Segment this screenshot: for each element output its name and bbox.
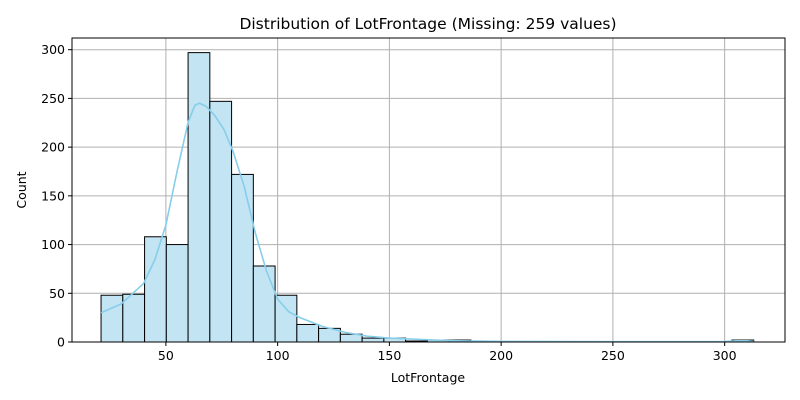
y-tick-label: 200 <box>41 140 65 155</box>
histogram-bar <box>274 294 298 343</box>
y-tick-label: 150 <box>41 188 65 203</box>
y-tick-label: 50 <box>49 286 65 301</box>
histogram-bars <box>100 52 755 343</box>
x-tick-label: 250 <box>601 348 625 363</box>
x-axis-label: LotFrontage <box>391 370 466 385</box>
kde-line <box>100 102 754 343</box>
histogram-bar <box>165 244 189 343</box>
histogram-bar <box>122 293 146 343</box>
y-tick-label: 250 <box>41 91 65 106</box>
x-tick-label: 200 <box>489 348 513 363</box>
x-tick-label: 100 <box>266 348 290 363</box>
histogram-bar <box>296 323 320 343</box>
histogram-bar <box>144 236 167 343</box>
histogram-bar <box>209 100 233 343</box>
x-axis-ticks: 50 100 150 200 250 300 <box>158 342 737 363</box>
y-axis-label: Count <box>14 171 29 208</box>
axes-frame <box>71 37 786 343</box>
chart-title: Distribution of LotFrontage (Missing: 25… <box>239 15 616 33</box>
histogram-bar <box>361 337 385 343</box>
kde-curve <box>100 102 754 343</box>
histogram-bar <box>252 265 276 343</box>
y-tick-label: 0 <box>57 335 65 350</box>
histogram-bar <box>100 294 124 343</box>
x-tick-label: 300 <box>713 348 737 363</box>
x-tick-label: 150 <box>377 348 401 363</box>
x-tick-label: 50 <box>158 348 174 363</box>
y-tick-label: 300 <box>41 42 65 57</box>
y-axis-ticks: 0 50 100 150 200 250 300 <box>41 42 72 350</box>
histogram-bar <box>231 173 254 343</box>
y-tick-label: 100 <box>41 237 65 252</box>
histogram-bar <box>187 52 211 343</box>
